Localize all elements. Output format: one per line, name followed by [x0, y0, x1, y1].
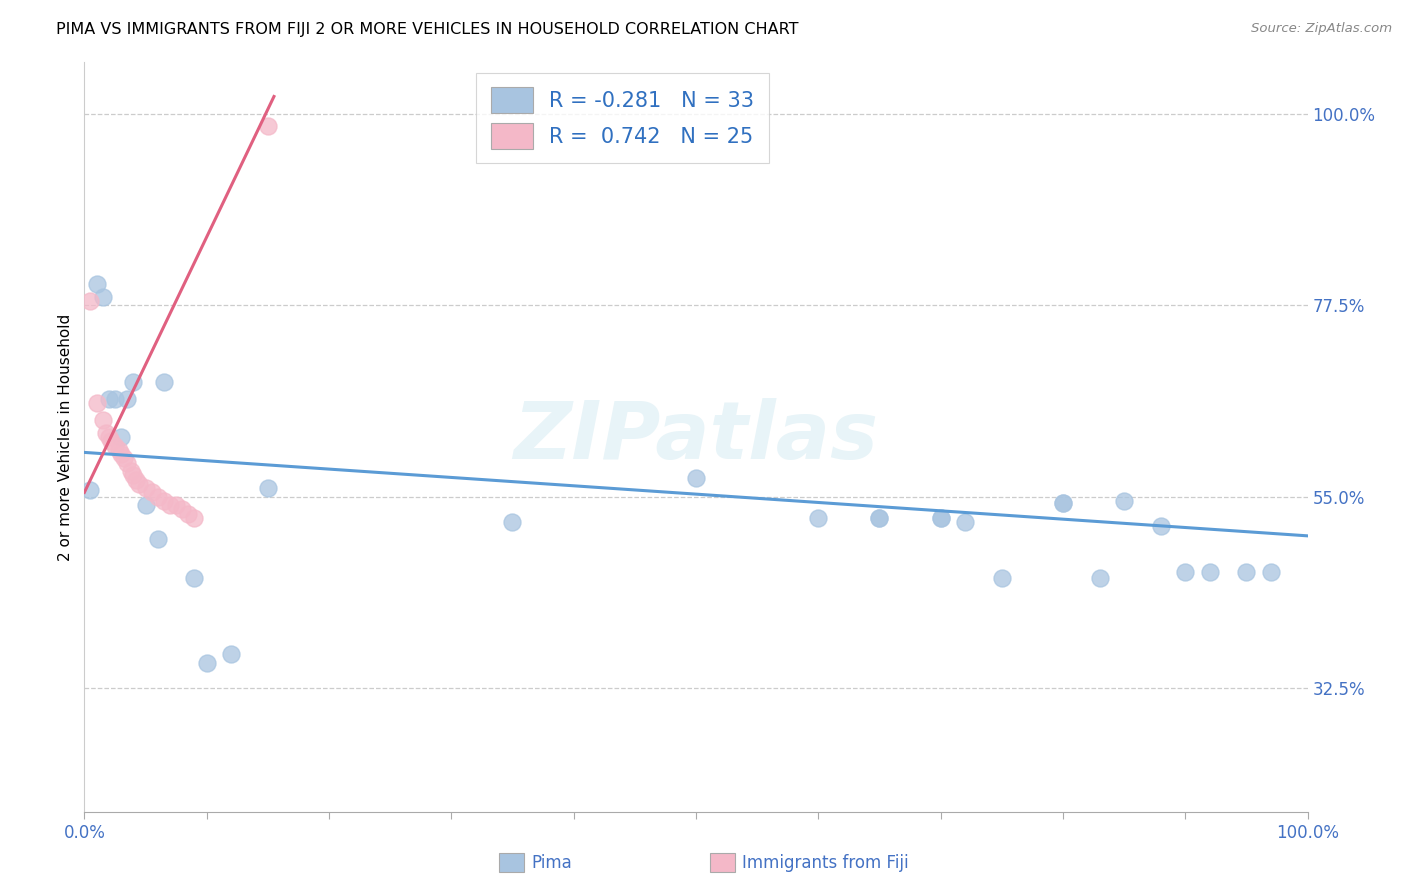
- Point: [146, 533, 169, 547]
- Text: ZIPatlas: ZIPatlas: [513, 398, 879, 476]
- Point: [115, 456, 138, 470]
- Point: [1052, 495, 1074, 509]
- Point: [183, 511, 205, 525]
- Point: [97, 392, 120, 406]
- Point: [112, 451, 135, 466]
- Point: [953, 515, 976, 529]
- Point: [257, 120, 280, 134]
- Point: [685, 471, 707, 485]
- Point: [219, 647, 242, 661]
- Point: [153, 375, 176, 389]
- Text: Pima: Pima: [531, 854, 572, 871]
- Point: [91, 413, 114, 427]
- Point: [128, 476, 150, 491]
- Point: [1174, 565, 1197, 579]
- Point: [1114, 494, 1136, 508]
- Point: [183, 571, 205, 585]
- Text: Source: ZipAtlas.com: Source: ZipAtlas.com: [1251, 22, 1392, 36]
- Text: Immigrants from Fiji: Immigrants from Fiji: [742, 854, 910, 871]
- Point: [165, 498, 187, 512]
- Point: [107, 442, 129, 457]
- Point: [135, 498, 157, 512]
- Point: [1150, 519, 1173, 533]
- Point: [1236, 565, 1258, 579]
- Point: [177, 507, 200, 521]
- Point: [79, 293, 101, 308]
- Point: [991, 571, 1014, 585]
- Point: [146, 490, 169, 504]
- Point: [153, 494, 176, 508]
- Text: PIMA VS IMMIGRANTS FROM FIJI 2 OR MORE VEHICLES IN HOUSEHOLD CORRELATION CHART: PIMA VS IMMIGRANTS FROM FIJI 2 OR MORE V…: [56, 22, 799, 37]
- Point: [929, 511, 952, 525]
- Point: [1198, 565, 1220, 579]
- Legend: R = -0.281   N = 33, R =  0.742   N = 25: R = -0.281 N = 33, R = 0.742 N = 25: [477, 73, 769, 163]
- Point: [110, 447, 132, 461]
- Point: [869, 511, 891, 525]
- Point: [100, 434, 122, 449]
- Point: [502, 515, 524, 529]
- Point: [86, 396, 108, 410]
- Point: [807, 511, 830, 525]
- Point: [172, 502, 194, 516]
- Point: [257, 481, 280, 495]
- Point: [104, 392, 127, 406]
- Point: [1052, 495, 1074, 509]
- Y-axis label: 2 or more Vehicles in Household: 2 or more Vehicles in Household: [58, 313, 73, 561]
- Point: [97, 430, 120, 444]
- Point: [135, 481, 157, 495]
- Point: [929, 511, 952, 525]
- Point: [122, 468, 145, 483]
- Point: [1260, 565, 1282, 579]
- Point: [79, 483, 101, 497]
- Point: [110, 430, 132, 444]
- Point: [122, 375, 145, 389]
- Point: [86, 277, 108, 291]
- Point: [159, 498, 181, 512]
- Point: [869, 511, 891, 525]
- Point: [120, 464, 142, 478]
- Point: [1088, 571, 1111, 585]
- Point: [115, 392, 138, 406]
- Point: [125, 473, 148, 487]
- Point: [195, 656, 218, 670]
- Point: [91, 289, 114, 303]
- Point: [104, 439, 127, 453]
- Point: [96, 425, 118, 440]
- Point: [141, 485, 163, 500]
